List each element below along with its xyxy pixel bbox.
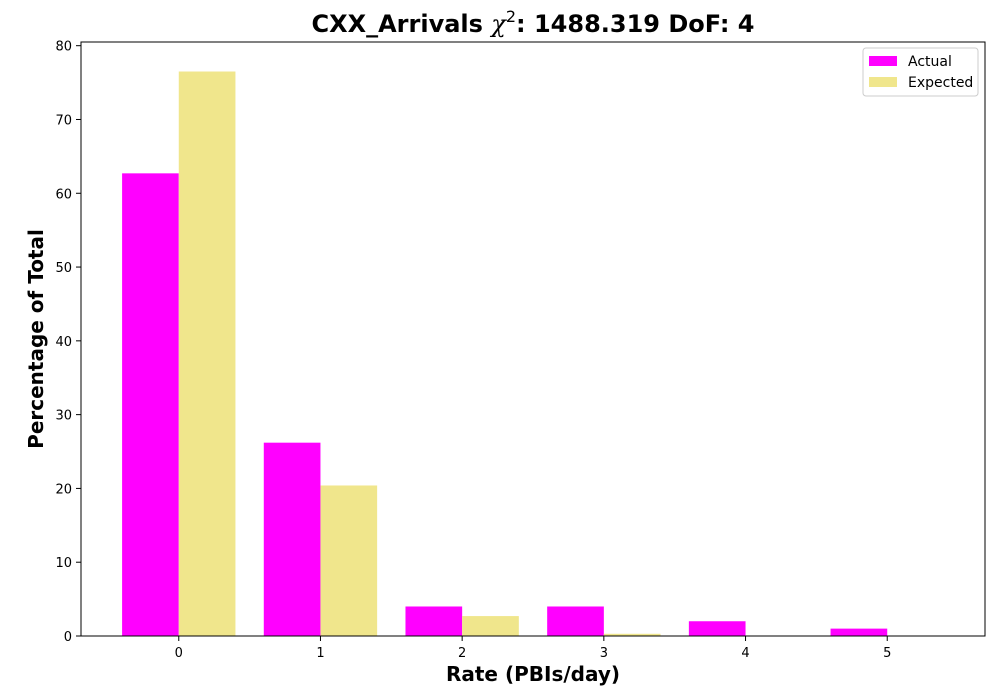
- chart-title: CXX_Arrivals χ2: 1488.319 DoF: 4: [311, 7, 754, 38]
- y-tick-label-50: 50: [55, 261, 72, 276]
- y-tick-label-80: 80: [55, 40, 72, 55]
- y-tick-label-20: 20: [55, 482, 72, 497]
- bar-actual-0: [122, 173, 179, 636]
- bar-actual-1: [263, 442, 321, 636]
- x-axis: 0 1 2 3 4 5: [175, 636, 891, 661]
- x-tick-label-3: 3: [600, 646, 608, 661]
- bar-actual-2: [405, 606, 463, 636]
- y-axis: 0 10 20 30 40 50 60 70 80: [55, 40, 81, 645]
- bar-actual-3: [547, 606, 604, 636]
- y-axis-title: Percentage of Total: [24, 229, 48, 449]
- y-tick-label-0: 0: [64, 630, 72, 645]
- y-tick-label-30: 30: [55, 409, 72, 424]
- bar-expected-2: [462, 616, 519, 636]
- bar-expected-3: [603, 633, 661, 636]
- bar-actual-4: [688, 621, 746, 636]
- legend: Actual Expected: [862, 47, 979, 97]
- x-tick-label-0: 0: [175, 646, 183, 661]
- legend-swatch-actual: [869, 56, 897, 66]
- legend-label-expected: Expected: [908, 75, 973, 91]
- bar-expected-1: [320, 485, 378, 636]
- y-tick-label-40: 40: [55, 335, 72, 350]
- bar-expected-0: [178, 71, 236, 637]
- y-tick-label-60: 60: [55, 187, 72, 202]
- legend-swatch-expected: [869, 77, 897, 87]
- y-tick-label-70: 70: [55, 113, 72, 128]
- x-tick-label-1: 1: [316, 646, 324, 661]
- x-tick-label-5: 5: [883, 646, 891, 661]
- x-axis-title: Rate (PBIs/day): [446, 662, 620, 686]
- plot-frame: [80, 41, 986, 637]
- bars-group: [122, 71, 888, 637]
- bar-actual-5: [830, 628, 888, 636]
- x-tick-label-4: 4: [741, 646, 749, 661]
- y-tick-label-10: 10: [55, 556, 72, 571]
- x-tick-label-2: 2: [458, 646, 466, 661]
- legend-label-actual: Actual: [908, 54, 952, 70]
